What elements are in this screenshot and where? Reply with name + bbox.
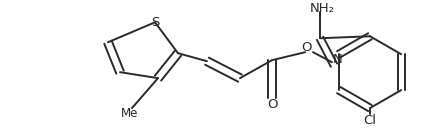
Text: N: N — [333, 53, 343, 66]
Text: Cl: Cl — [363, 114, 376, 127]
Text: S: S — [151, 16, 159, 29]
Text: NH₂: NH₂ — [310, 2, 335, 15]
Text: O: O — [267, 98, 277, 111]
Text: O: O — [301, 41, 311, 54]
Text: Me: Me — [121, 107, 139, 120]
